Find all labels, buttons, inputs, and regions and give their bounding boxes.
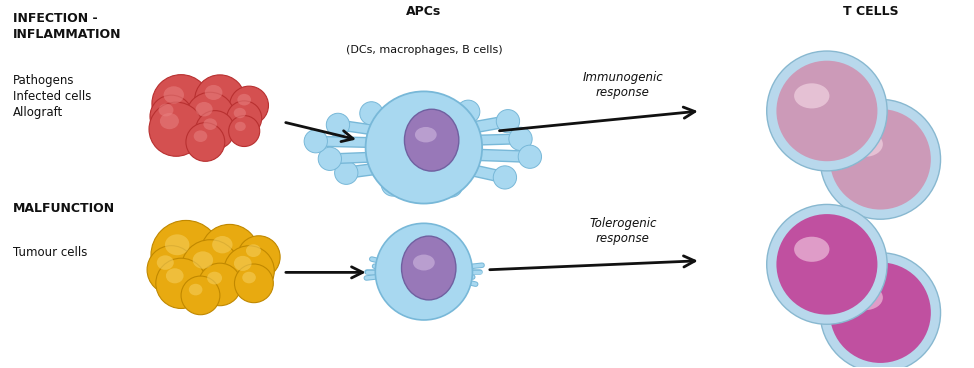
Ellipse shape (401, 236, 456, 300)
Ellipse shape (794, 83, 830, 109)
Ellipse shape (207, 272, 222, 284)
Ellipse shape (335, 161, 357, 184)
Ellipse shape (152, 75, 210, 132)
Ellipse shape (830, 262, 931, 363)
Ellipse shape (149, 102, 204, 156)
Ellipse shape (204, 118, 217, 130)
Ellipse shape (147, 246, 196, 294)
Ellipse shape (439, 174, 463, 197)
Ellipse shape (201, 224, 259, 282)
Ellipse shape (194, 130, 207, 142)
Ellipse shape (238, 94, 251, 106)
Text: INFECTION -
INFLAMMATION: INFECTION - INFLAMMATION (13, 13, 122, 41)
Ellipse shape (224, 246, 275, 296)
Text: (DCs, macrophages, B cells): (DCs, macrophages, B cells) (346, 45, 503, 55)
Ellipse shape (156, 258, 206, 308)
Ellipse shape (830, 109, 931, 209)
Ellipse shape (166, 268, 183, 283)
Ellipse shape (186, 123, 225, 161)
Ellipse shape (165, 234, 189, 255)
Ellipse shape (493, 166, 516, 189)
Ellipse shape (304, 130, 327, 153)
Text: APCs: APCs (406, 5, 441, 18)
Text: Tolerogenic
response: Tolerogenic response (589, 217, 656, 245)
Ellipse shape (794, 237, 830, 262)
Ellipse shape (508, 127, 532, 151)
Ellipse shape (497, 110, 519, 133)
Text: T CELLS: T CELLS (843, 5, 898, 18)
Ellipse shape (415, 127, 436, 142)
Ellipse shape (160, 113, 179, 129)
Ellipse shape (186, 92, 235, 141)
Ellipse shape (151, 220, 221, 290)
Ellipse shape (413, 255, 434, 270)
Ellipse shape (193, 251, 213, 269)
Ellipse shape (847, 285, 882, 310)
Text: Tumour cells: Tumour cells (13, 246, 88, 259)
Ellipse shape (181, 276, 220, 315)
Ellipse shape (229, 116, 260, 146)
Ellipse shape (212, 236, 233, 254)
Ellipse shape (365, 91, 482, 204)
Ellipse shape (318, 147, 342, 170)
Ellipse shape (776, 61, 878, 161)
Ellipse shape (150, 95, 193, 138)
Ellipse shape (776, 214, 878, 315)
Ellipse shape (404, 109, 459, 171)
Ellipse shape (159, 104, 173, 116)
Ellipse shape (227, 101, 262, 136)
Ellipse shape (246, 244, 261, 257)
Ellipse shape (238, 236, 281, 278)
Ellipse shape (157, 255, 173, 270)
Ellipse shape (196, 102, 212, 116)
Ellipse shape (518, 145, 542, 168)
Ellipse shape (820, 253, 941, 368)
Ellipse shape (847, 132, 882, 157)
Ellipse shape (196, 111, 235, 149)
Ellipse shape (820, 99, 941, 219)
Ellipse shape (402, 98, 425, 121)
Text: MALFUNCTION: MALFUNCTION (13, 202, 115, 215)
Ellipse shape (234, 256, 251, 271)
Text: Pathogens
Infected cells
Allograft: Pathogens Infected cells Allograft (13, 74, 92, 120)
Ellipse shape (205, 85, 222, 100)
Ellipse shape (767, 51, 887, 171)
Text: Immunogenic
response: Immunogenic response (582, 71, 663, 99)
Ellipse shape (457, 100, 480, 123)
Ellipse shape (164, 86, 184, 104)
Ellipse shape (359, 102, 383, 125)
Ellipse shape (326, 113, 350, 137)
Ellipse shape (199, 263, 242, 306)
Ellipse shape (767, 204, 887, 324)
Ellipse shape (375, 223, 472, 320)
Ellipse shape (235, 264, 274, 302)
Ellipse shape (235, 122, 245, 131)
Ellipse shape (189, 284, 203, 296)
Ellipse shape (230, 86, 269, 125)
Ellipse shape (381, 173, 404, 196)
Ellipse shape (181, 240, 240, 298)
Ellipse shape (234, 108, 246, 118)
Ellipse shape (243, 272, 256, 283)
Ellipse shape (195, 75, 245, 125)
